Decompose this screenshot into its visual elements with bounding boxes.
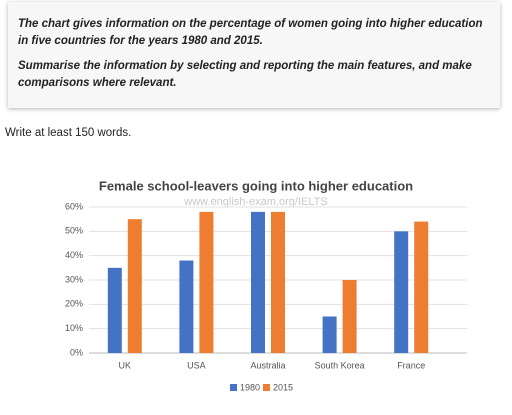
prompt-text: The chart gives information on the perce… xyxy=(18,18,483,47)
bar xyxy=(251,211,265,353)
y-tick-label: 50% xyxy=(65,226,83,236)
x-tick-label: USA xyxy=(187,360,206,370)
legend-label: 1980 xyxy=(240,382,260,392)
task-box: The chart gives information on the perce… xyxy=(8,2,500,108)
bar xyxy=(107,267,122,353)
legend-swatch xyxy=(263,384,270,391)
y-tick-label: 10% xyxy=(65,323,83,333)
y-tick-label: 0% xyxy=(70,347,83,357)
watermark: www.english-exam.org/IELTS xyxy=(183,196,327,208)
instruction: Write at least 150 words. xyxy=(5,127,132,139)
x-tick-label: France xyxy=(397,360,425,370)
y-tick-label: 30% xyxy=(65,274,83,284)
y-tick-label: 60% xyxy=(65,201,83,211)
bar xyxy=(127,219,142,353)
bar xyxy=(342,280,357,353)
legend-label: 2015 xyxy=(273,382,293,392)
bar xyxy=(199,211,214,353)
x-tick-label: Australia xyxy=(250,360,285,370)
x-tick-label: South Korea xyxy=(315,360,365,370)
chart-title: Female school-leavers going into higher … xyxy=(99,178,413,193)
bar xyxy=(322,316,337,353)
y-tick-label: 40% xyxy=(65,250,83,260)
y-tick-label: 20% xyxy=(65,299,83,309)
legend-swatch xyxy=(230,384,237,391)
bar xyxy=(179,260,194,353)
x-tick-label: UK xyxy=(119,360,132,370)
bar xyxy=(394,231,409,353)
prompt-text: Summarise the information by selecting a… xyxy=(18,60,472,89)
bar xyxy=(271,211,285,353)
bar xyxy=(414,221,429,353)
